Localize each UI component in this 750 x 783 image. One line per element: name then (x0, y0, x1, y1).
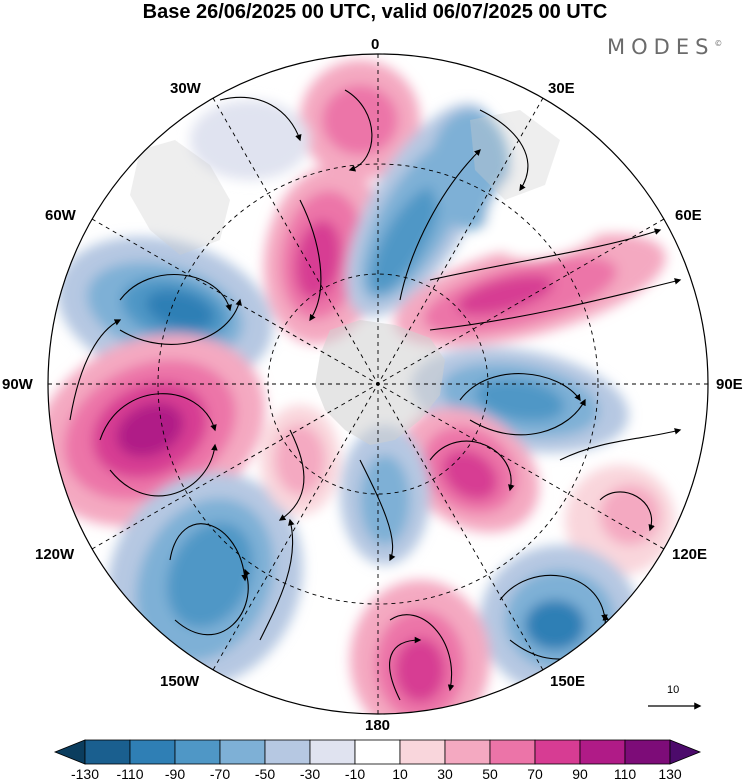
colorbar-tick-label: -110 (116, 766, 144, 782)
streamline (599, 491, 655, 532)
streamline (399, 149, 481, 301)
anomaly-region (486, 141, 634, 259)
streamline (99, 393, 217, 441)
northeast-landmass (470, 110, 560, 200)
colorbar-swatch (264, 739, 311, 765)
colorbar-swatch (579, 739, 626, 765)
streamline (174, 568, 250, 636)
streamline (479, 109, 529, 192)
streamline (359, 459, 396, 562)
graticule (48, 54, 708, 714)
streamline (429, 440, 515, 492)
streamline (469, 398, 586, 436)
anomaly-region (600, 485, 660, 545)
lon-label-150e: 150E (550, 673, 586, 690)
lon-label-60w: 60W (45, 207, 76, 224)
streamline (119, 298, 242, 345)
colorbar-tick-label: -90 (164, 766, 186, 782)
colorbar-tick-label: 70 (527, 766, 543, 782)
anomaly-region (322, 85, 398, 155)
streamline (278, 429, 305, 521)
anomaly-region (395, 638, 445, 702)
colorbar-tick-label: -30 (299, 766, 321, 782)
streamline (429, 278, 682, 331)
anomaly-region (145, 290, 215, 330)
colorbar-tick-label: -10 (344, 766, 366, 782)
colorbar-extend-low (53, 739, 86, 765)
lon-label-150w: 150W (160, 673, 200, 690)
colorbar-tick-label: -70 (209, 766, 231, 782)
vector-scale-label: 10 (667, 684, 680, 696)
map-border (47, 53, 709, 715)
lon-label-90w: 90W (2, 376, 33, 393)
colorbar-swatch (624, 739, 671, 765)
colorbar-tick-label: 130 (658, 766, 682, 782)
colorbar-swatch (354, 739, 401, 765)
colorbar-swatch (399, 739, 446, 765)
colorbar-swatch (489, 739, 536, 765)
anomaly-region (442, 450, 498, 500)
anomaly-region (370, 187, 440, 293)
streamline (109, 443, 218, 497)
colorbar-swatch (309, 739, 356, 765)
streamline (169, 523, 248, 582)
colorbar-swatch (84, 739, 131, 765)
land-masses (130, 110, 560, 445)
lon-label-30w: 30W (170, 80, 201, 97)
streamline (69, 319, 122, 421)
anomaly-region (456, 274, 554, 316)
streamline (259, 518, 295, 641)
streamline (389, 614, 455, 692)
colorbar (53, 739, 702, 765)
colorbar-swatch (444, 739, 491, 765)
streamline (344, 89, 373, 172)
colorbar-swatch (219, 739, 266, 765)
anomaly-region (475, 378, 565, 422)
central-landmass (315, 320, 445, 445)
anomaly-region (525, 600, 585, 650)
colorbar-tick-label: 110 (613, 766, 637, 782)
streamline (499, 574, 608, 622)
streamline (389, 636, 422, 701)
colorbar-extend-high (669, 739, 702, 765)
map-title: Base 26/06/2025 00 UTC, valid 06/07/2025… (142, 1, 608, 23)
anomaly-region (116, 402, 184, 458)
streamline (459, 373, 581, 402)
wind-streamlines (69, 89, 682, 701)
streamline (219, 96, 302, 142)
anomaly-region (275, 425, 325, 495)
streamline (299, 199, 322, 322)
colorbar-tick-label: 50 (482, 766, 498, 782)
colorbar-tick-label: 30 (437, 766, 453, 782)
lon-label-0: 0 (371, 36, 380, 53)
streamline (119, 274, 232, 312)
north-landmass (130, 140, 230, 255)
anomaly-region (360, 455, 410, 545)
colorbar-tick-label: 90 (572, 766, 588, 782)
colorbar-swatch (129, 739, 176, 765)
colorbar-tick-label: -130 (70, 766, 100, 782)
lon-label-30e: 30E (548, 80, 575, 97)
anomaly-region (295, 220, 341, 300)
colorbar-swatch (174, 739, 221, 765)
lon-label-120e: 120E (672, 546, 708, 563)
anomaly-region (190, 100, 310, 180)
lon-label-180: 180 (365, 717, 391, 734)
streamline (429, 228, 662, 281)
lon-label-90e: 90E (716, 376, 743, 393)
colorbar-tick-label: -50 (254, 766, 276, 782)
colorbar-tick-label: 10 (392, 766, 408, 782)
colorbar-swatch (534, 739, 581, 765)
brand-logo: MODES© (607, 35, 723, 59)
lon-label-60e: 60E (675, 207, 702, 224)
anomaly-region (430, 110, 510, 230)
streamline (559, 428, 682, 461)
lon-label-120w: 120W (35, 546, 75, 563)
